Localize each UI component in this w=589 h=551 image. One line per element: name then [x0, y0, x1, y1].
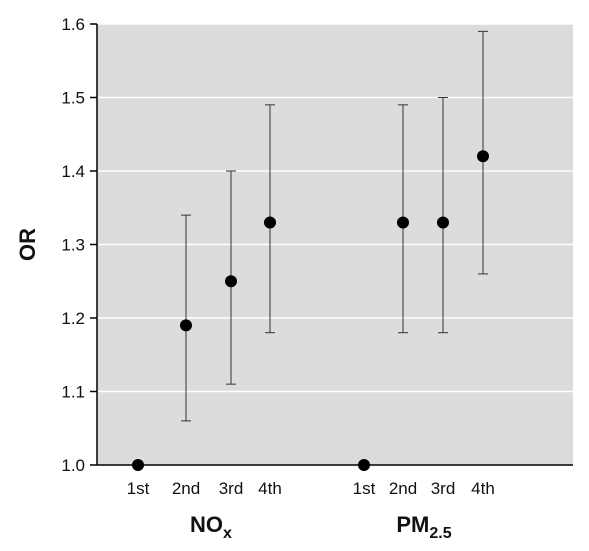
gridlines: [97, 23, 573, 393]
data-point: [225, 275, 237, 288]
x-tick-label: 2nd: [389, 479, 417, 498]
error-bar: [181, 214, 191, 422]
group-label-main: PM: [396, 512, 429, 537]
y-axis-title: OR: [15, 228, 40, 261]
data-point: [264, 216, 276, 229]
data-point: [437, 216, 449, 229]
x-tick-label: 2nd: [172, 479, 200, 498]
group-label-subscript: 2.5: [429, 525, 451, 542]
y-tick-label: 1.6: [61, 15, 85, 34]
x-tick-label: 3rd: [431, 479, 456, 498]
data-point: [397, 216, 409, 229]
group-labels: NOx PM2.5: [190, 512, 452, 542]
x-tick-label: 1st: [353, 479, 376, 498]
x-tick-label: 4th: [471, 479, 495, 498]
axes: [90, 23, 573, 466]
x-tick-labels: 1st 2nd 3rd 4th 1st 2nd 3rd 4th: [127, 479, 495, 498]
x-tick-label: 3rd: [219, 479, 244, 498]
error-bar: [438, 97, 448, 334]
x-tick-label: 4th: [258, 479, 282, 498]
y-tick-label: 1.3: [61, 236, 85, 255]
y-tick-labels: 1.0 1.1 1.2 1.3 1.4 1.5 1.6: [61, 15, 85, 475]
y-tick-label: 1.0: [61, 456, 85, 475]
y-tick-label: 1.5: [61, 89, 85, 108]
data-point: [180, 319, 192, 332]
data-point: [477, 150, 489, 163]
group-label: PM2.5: [396, 512, 451, 542]
y-tick-label: 1.1: [61, 383, 85, 402]
x-tick-label: 1st: [127, 479, 150, 498]
group-label-main: NO: [190, 512, 223, 537]
data-point: [358, 459, 370, 471]
data-points: [132, 150, 489, 471]
y-tick-label: 1.4: [61, 162, 85, 181]
data-point: [132, 459, 144, 471]
group-label-subscript: x: [223, 525, 232, 542]
y-tick-label: 1.2: [61, 309, 85, 328]
group-label: NOx: [190, 512, 232, 542]
